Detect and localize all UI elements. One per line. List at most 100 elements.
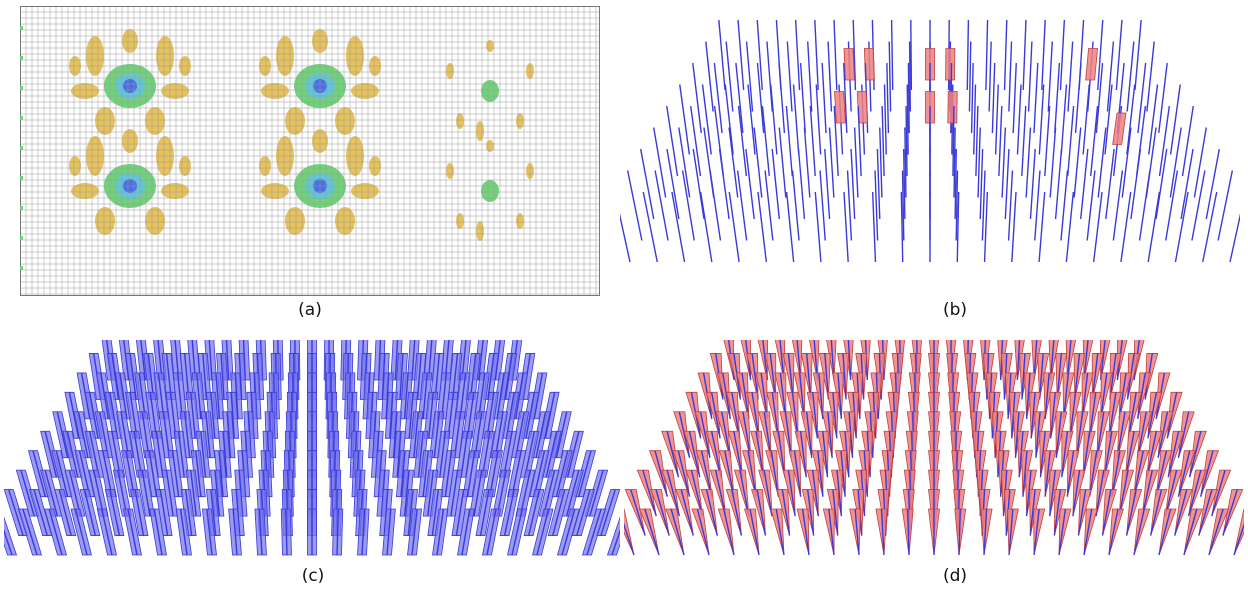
member-line [600,489,616,536]
member [843,41,855,112]
member-line [883,84,887,155]
member [737,105,748,177]
member [814,20,819,91]
member [1146,41,1155,112]
member-line [214,470,221,517]
member [4,516,18,556]
member [457,508,475,556]
member-line [828,127,835,198]
member-line [88,431,100,478]
member-line [1103,431,1113,478]
member-line [452,353,459,400]
red-plate [1112,112,1127,145]
member-line [803,127,811,198]
member-line [1061,431,1069,478]
member-plate [1155,450,1173,497]
member [981,170,986,241]
member [1124,430,1141,478]
member-line [1191,170,1206,241]
member-line [837,372,843,419]
member-line [721,411,731,458]
member [1112,105,1127,177]
member-line [431,489,440,536]
member-line [536,508,550,556]
member-line [763,469,773,517]
member-line [141,469,151,517]
caption-a: (a) [298,300,322,320]
panel-d [624,340,1244,560]
member-line [1095,62,1104,134]
member [746,391,760,439]
member-line [1091,353,1099,400]
member-line [908,41,911,112]
member-line [888,41,892,112]
member [824,148,831,220]
member [1069,391,1082,439]
member [715,411,731,458]
member-line [832,392,838,439]
member [814,191,822,263]
member [1083,508,1098,556]
member [1105,148,1115,220]
member [74,450,95,498]
member-line [766,41,773,112]
member [1109,353,1122,400]
member-line [1092,191,1103,263]
member-line [555,411,568,458]
member-line [157,340,163,381]
member-line [762,340,769,381]
member-line [1088,392,1097,439]
member-line [44,431,58,478]
member-line [718,148,730,220]
member-line [184,489,193,536]
member-line [696,508,710,556]
member-line [1069,392,1077,439]
caption-d: (d) [942,566,968,586]
member-line [422,372,428,419]
member-line [1075,411,1084,458]
member [1126,41,1135,112]
member-line [853,127,859,198]
member [469,469,487,517]
member-line [775,508,785,556]
member [857,105,862,177]
member [531,508,554,556]
member-line [1049,470,1056,517]
member-line [821,62,827,134]
member [1016,84,1022,155]
member-line [1067,105,1075,177]
member-line [654,170,669,241]
member [413,430,429,478]
member [423,391,439,439]
member-line [902,148,906,220]
member-line [1211,469,1226,517]
member-line [611,528,620,556]
member-line [642,469,657,517]
member [815,84,822,155]
member [1058,508,1072,556]
member-line [285,508,288,556]
member [1169,127,1182,198]
member [692,148,705,220]
member-line [881,105,885,177]
member-line [735,62,744,134]
contour-yellow [476,221,484,241]
member [205,489,221,536]
member-line [692,148,705,220]
member-line [1183,508,1198,556]
member [966,20,970,91]
member-line [722,372,731,420]
support-mark [20,116,23,120]
member [1081,372,1094,419]
member [254,508,267,556]
member-line [1027,41,1033,112]
member-line [1029,489,1036,536]
member-line [400,450,406,497]
member-line [127,508,138,556]
member-line [626,170,643,241]
member [1033,62,1039,134]
member-line [857,105,862,177]
member-line [747,450,757,497]
member-plate [1116,411,1132,458]
member-line [890,20,894,91]
